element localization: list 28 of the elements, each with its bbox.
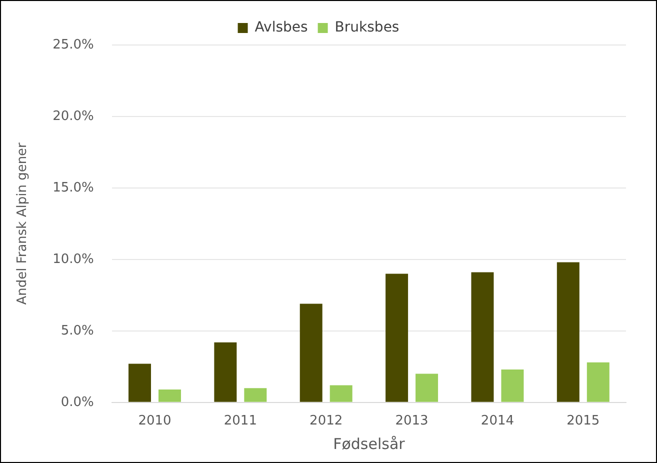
bar — [214, 342, 237, 402]
bar — [386, 274, 408, 402]
bar — [158, 390, 181, 402]
y-tick-label: 15.0% — [52, 180, 94, 196]
bar — [556, 262, 580, 402]
bar — [501, 370, 524, 402]
y-tick-label: 10.0% — [52, 252, 94, 267]
x-tick-label: 2015 — [566, 414, 600, 429]
legend-label: Avlsbes — [254, 20, 308, 36]
y-axis-title: Andel Fransk Alpin gener — [15, 142, 30, 305]
bar — [128, 364, 151, 402]
x-tick-label: 2010 — [138, 414, 172, 429]
x-tick-label: 2012 — [310, 414, 343, 429]
bar — [471, 272, 494, 402]
x-tick-label: 2014 — [480, 414, 514, 429]
y-tick-label: 20.0% — [52, 108, 94, 124]
x-axis-title: Fødselsår — [333, 434, 406, 453]
bar — [586, 362, 610, 402]
y-tick-label: 0.0% — [60, 394, 94, 410]
legend-label: Bruksbes — [334, 20, 400, 36]
bar — [300, 304, 322, 402]
bar — [416, 374, 438, 402]
y-tick-label: 25.0% — [52, 37, 94, 52]
x-tick-label: 2013 — [395, 414, 428, 429]
bar — [330, 385, 352, 402]
y-tick-label: 5.0% — [60, 323, 94, 338]
x-tick-label: 2011 — [224, 414, 257, 429]
bar — [244, 388, 267, 402]
